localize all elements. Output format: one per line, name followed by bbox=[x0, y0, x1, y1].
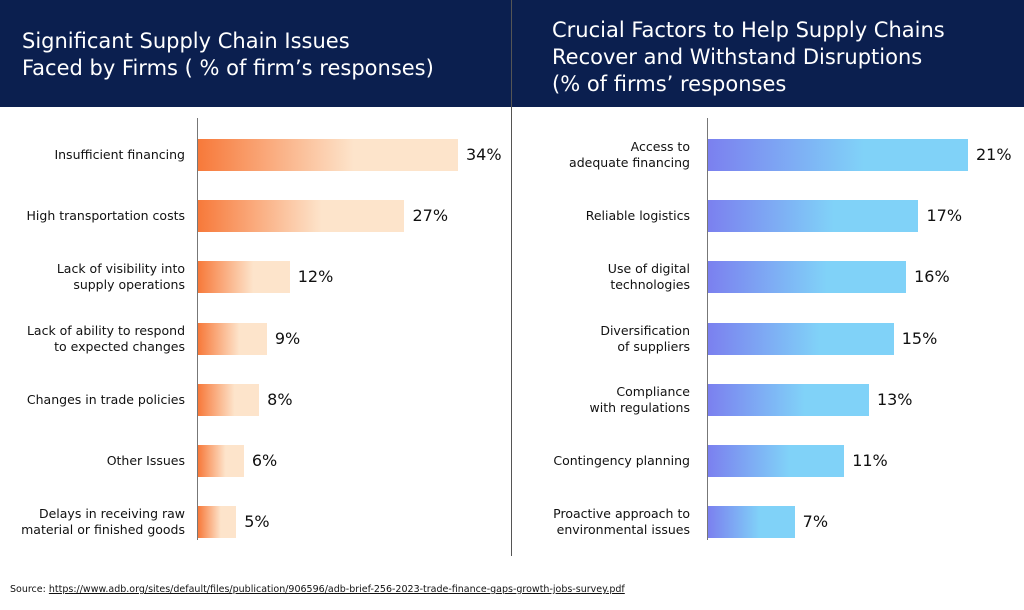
bar bbox=[708, 506, 795, 539]
bar bbox=[708, 383, 869, 416]
axis-line bbox=[197, 118, 198, 540]
value-label: 9% bbox=[274, 328, 301, 348]
category-label: Reliable logistics bbox=[585, 208, 690, 224]
category-label: Changes in trade policies bbox=[26, 391, 185, 407]
value-label: 11% bbox=[852, 451, 888, 470]
bar bbox=[708, 322, 894, 355]
bar bbox=[198, 261, 290, 294]
value-label: 8% bbox=[267, 389, 293, 409]
value-label: 16% bbox=[914, 267, 950, 287]
header bbox=[512, 0, 1024, 107]
category-label: Insufficient financing bbox=[54, 147, 185, 162]
value-label: 6% bbox=[251, 451, 278, 470]
bar bbox=[708, 200, 919, 233]
bar bbox=[198, 445, 244, 477]
bar bbox=[198, 139, 458, 171]
category-label: Delays in receiving raw material or fini… bbox=[21, 506, 185, 538]
value-label: 21% bbox=[976, 145, 1012, 164]
value-label: 15% bbox=[901, 328, 938, 348]
category-label: Access to adequate financing bbox=[569, 139, 690, 170]
bar bbox=[198, 322, 267, 355]
category-label: Compliance with regulations bbox=[589, 383, 691, 415]
value-label: 13% bbox=[876, 389, 913, 409]
axis-line bbox=[707, 118, 708, 540]
source: Source: https://www.adb.org/sites/defaul… bbox=[10, 584, 625, 595]
bar bbox=[198, 506, 237, 539]
category-label: Lack of ability to respond to expected c… bbox=[26, 322, 185, 354]
category-label: Lack of visibility into supply operation… bbox=[56, 261, 185, 293]
source-link[interactable]: https://www.adb.org/sites/default/files/… bbox=[48, 584, 625, 595]
category-label: Other Issues bbox=[106, 453, 185, 468]
source-label: Source: bbox=[10, 584, 46, 595]
bar bbox=[708, 445, 845, 477]
divider bbox=[511, 0, 512, 556]
value-label: 5% bbox=[244, 512, 270, 532]
chart-title: Significant Supply Chain Issues Faced by… bbox=[22, 29, 434, 80]
category-label: Diversification of suppliers bbox=[600, 322, 690, 354]
value-label: 7% bbox=[802, 512, 829, 532]
bar bbox=[198, 383, 260, 416]
category-label: Contingency planning bbox=[553, 453, 690, 468]
category-label: Proactive approach to environmental issu… bbox=[553, 506, 690, 538]
header bbox=[0, 0, 511, 107]
value-label: 34% bbox=[466, 145, 502, 164]
category-label: High transportation costs bbox=[26, 208, 185, 224]
value-label: 12% bbox=[297, 267, 334, 287]
category-label: Use of digital technologies bbox=[607, 261, 690, 293]
value-label: 17% bbox=[926, 206, 963, 226]
chart-title: Crucial Factors to Help Supply Chains Re… bbox=[552, 18, 945, 96]
bar bbox=[708, 261, 907, 294]
bar bbox=[198, 200, 405, 233]
value-label: 27% bbox=[412, 206, 449, 226]
bar bbox=[708, 139, 968, 171]
